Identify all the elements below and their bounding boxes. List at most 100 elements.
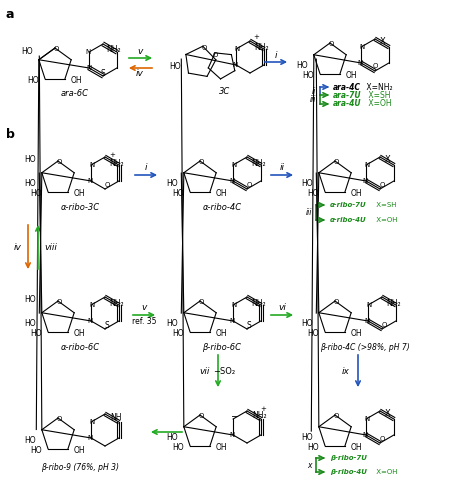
Text: ref. 35: ref. 35 — [132, 316, 156, 326]
Text: b: b — [6, 128, 15, 141]
Text: O: O — [202, 45, 208, 51]
Text: OH: OH — [351, 329, 363, 338]
Text: NH₂: NH₂ — [251, 298, 265, 308]
Text: O: O — [198, 413, 204, 419]
Text: ix: ix — [342, 366, 350, 376]
Text: S: S — [246, 320, 251, 330]
Text: N: N — [231, 162, 237, 168]
Text: X=OH: X=OH — [366, 100, 392, 108]
Text: N: N — [366, 302, 372, 308]
Text: O: O — [198, 299, 204, 305]
Text: O: O — [56, 159, 62, 165]
Text: NH₂: NH₂ — [386, 298, 401, 308]
Text: HO: HO — [24, 435, 36, 445]
Text: v: v — [141, 302, 146, 312]
Text: X=NH₂: X=NH₂ — [364, 83, 392, 91]
Text: HO: HO — [302, 71, 314, 80]
Text: vii: vii — [200, 366, 210, 376]
Text: α-ribo-7U: α-ribo-7U — [330, 202, 366, 208]
Text: NH₂: NH₂ — [251, 158, 265, 168]
Text: α-ribo-4C: α-ribo-4C — [202, 204, 242, 212]
Text: N: N — [229, 178, 235, 184]
Text: OH: OH — [74, 329, 86, 338]
Text: +: + — [260, 406, 266, 412]
Text: HO: HO — [24, 295, 36, 304]
Text: viii: viii — [44, 243, 57, 251]
Text: NH₂: NH₂ — [109, 298, 124, 308]
Text: O: O — [56, 416, 62, 422]
Text: HO: HO — [21, 47, 33, 56]
Text: ara-4C: ara-4C — [333, 83, 361, 91]
Text: O: O — [328, 41, 334, 47]
Text: OH: OH — [216, 189, 228, 198]
Text: a: a — [6, 8, 15, 21]
Text: N: N — [229, 432, 235, 438]
Text: HO: HO — [166, 178, 178, 188]
Text: β-ribo-7U: β-ribo-7U — [330, 455, 367, 461]
Text: O: O — [381, 322, 387, 328]
Text: N: N — [363, 432, 368, 438]
Text: N: N — [363, 178, 368, 184]
Text: HO: HO — [27, 76, 39, 85]
Text: N: N — [90, 162, 95, 168]
Text: O: O — [104, 182, 109, 188]
Text: ara-4U: ara-4U — [333, 100, 362, 108]
Text: HO: HO — [30, 446, 42, 455]
Text: N: N — [229, 318, 235, 324]
Text: OH: OH — [74, 189, 86, 198]
Text: HO: HO — [30, 329, 42, 338]
Text: N: N — [90, 419, 95, 425]
Text: NH: NH — [110, 414, 121, 422]
Text: NH₂: NH₂ — [106, 45, 120, 53]
Text: −SO₂: −SO₂ — [213, 366, 235, 376]
Text: x: x — [308, 461, 312, 469]
Text: iii: iii — [306, 208, 312, 217]
Text: OH: OH — [351, 443, 363, 452]
Text: N: N — [357, 60, 363, 66]
Text: N: N — [235, 46, 240, 52]
Text: N: N — [233, 62, 238, 68]
Text: N: N — [88, 318, 93, 324]
Text: i: i — [145, 162, 147, 172]
Text: X=OH: X=OH — [374, 469, 398, 475]
Text: O: O — [379, 436, 385, 442]
Text: HO: HO — [24, 155, 36, 164]
Text: ara-6C: ara-6C — [61, 88, 89, 98]
Text: OH: OH — [351, 189, 363, 198]
Text: α-ribo-4U: α-ribo-4U — [330, 217, 366, 223]
Text: O: O — [379, 182, 385, 188]
Text: +: + — [253, 34, 259, 40]
Text: OH: OH — [216, 443, 228, 452]
Text: HO: HO — [307, 329, 319, 338]
Text: N: N — [365, 416, 370, 422]
Text: OH: OH — [216, 329, 228, 338]
Text: N: N — [359, 44, 365, 50]
Text: HO: HO — [169, 62, 181, 71]
Text: N: N — [88, 435, 93, 441]
Text: ii: ii — [280, 162, 284, 172]
Text: O: O — [333, 413, 339, 419]
Text: HO: HO — [301, 319, 313, 328]
Text: O: O — [53, 46, 59, 52]
Text: HO: HO — [30, 189, 42, 198]
Text: O: O — [246, 182, 252, 188]
Text: X: X — [385, 156, 391, 164]
Text: HO: HO — [296, 61, 308, 69]
Text: OH: OH — [71, 76, 82, 85]
Text: HO: HO — [173, 443, 184, 452]
Text: N: N — [365, 318, 370, 324]
Text: NH₂: NH₂ — [254, 42, 269, 52]
Text: β-ribo-9 (76%, pH 3): β-ribo-9 (76%, pH 3) — [41, 463, 119, 471]
Text: iii: iii — [310, 95, 316, 104]
Text: N: N — [88, 178, 93, 184]
Text: X: X — [380, 37, 386, 47]
Text: ara-7U: ara-7U — [333, 90, 362, 100]
Text: O: O — [372, 63, 378, 69]
Text: NH₂: NH₂ — [252, 412, 266, 420]
Text: HO: HO — [307, 189, 319, 198]
Text: HO: HO — [166, 433, 178, 442]
Text: O: O — [333, 299, 339, 305]
Text: X: X — [385, 410, 391, 418]
Text: HO: HO — [301, 178, 313, 188]
Text: X=SH: X=SH — [366, 90, 391, 100]
